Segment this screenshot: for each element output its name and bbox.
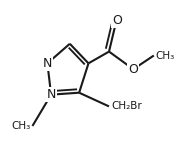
Text: N: N <box>46 88 56 101</box>
Text: O: O <box>128 63 138 76</box>
Text: CH₃: CH₃ <box>11 121 31 131</box>
Text: CH₂Br: CH₂Br <box>111 101 142 111</box>
Text: CH₃: CH₃ <box>156 51 175 61</box>
Text: N: N <box>43 57 52 70</box>
Text: O: O <box>112 14 122 27</box>
